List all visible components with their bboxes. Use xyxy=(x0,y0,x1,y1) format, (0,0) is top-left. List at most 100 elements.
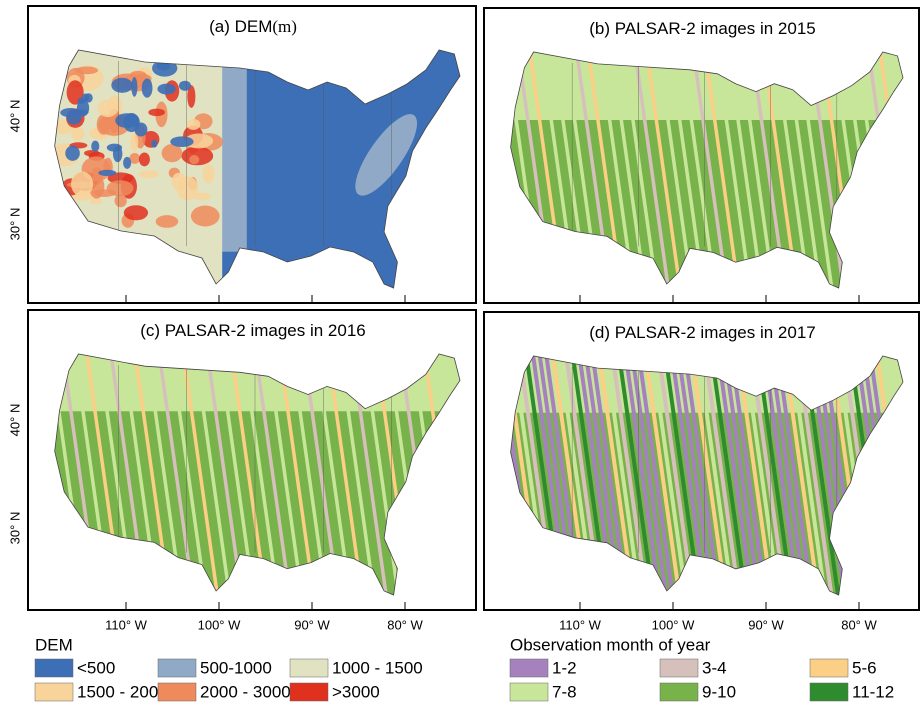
swath xyxy=(660,356,704,595)
outline xyxy=(54,353,461,596)
swath xyxy=(735,52,778,288)
swath xyxy=(190,354,234,595)
legend-label: 1000 - 1500 xyxy=(332,658,423,677)
legend-swatch xyxy=(659,682,699,702)
legend-swatch xyxy=(659,658,699,678)
panel-title: (c) PALSAR-2 images in 2016 xyxy=(140,321,366,340)
relief xyxy=(66,111,82,125)
relief xyxy=(170,136,194,148)
relief xyxy=(123,205,149,221)
relief xyxy=(129,152,141,164)
swath xyxy=(226,354,270,595)
lon-label: 90° W xyxy=(748,617,784,632)
swath xyxy=(653,52,696,288)
relief xyxy=(189,154,200,165)
legend-label: 9-10 xyxy=(702,682,736,701)
legend-title: Observation month of year xyxy=(510,635,711,654)
relief xyxy=(71,126,85,141)
relief xyxy=(134,122,148,137)
relief xyxy=(98,169,117,177)
outline xyxy=(54,49,461,289)
legend-label: 11-12 xyxy=(852,682,894,701)
relief xyxy=(75,66,99,75)
swath xyxy=(620,356,664,595)
legend-label: 5-6 xyxy=(852,658,877,677)
legend-swatch xyxy=(157,682,197,702)
appalachian xyxy=(355,114,418,196)
swath xyxy=(786,356,830,595)
relief xyxy=(131,77,138,97)
swath xyxy=(680,356,724,595)
relief xyxy=(202,164,215,184)
relief xyxy=(176,176,199,201)
outline xyxy=(510,51,904,289)
swath xyxy=(666,356,711,595)
relief xyxy=(90,197,103,205)
swath xyxy=(752,356,797,595)
swath xyxy=(772,356,817,595)
swath xyxy=(178,354,222,595)
swath xyxy=(262,354,307,595)
legend-swatch xyxy=(289,682,329,702)
swath xyxy=(711,52,755,288)
swath xyxy=(700,356,744,595)
lat-label: 40° N xyxy=(7,100,22,133)
panel-title-text: (c) PALSAR-2 images in 2016 xyxy=(140,321,366,340)
legend-label: 1-2 xyxy=(552,658,577,677)
swath xyxy=(583,52,626,288)
swath xyxy=(726,356,770,595)
swath xyxy=(595,52,638,288)
swath xyxy=(618,52,661,288)
legend-swatch xyxy=(809,682,849,702)
panel-title: (b) PALSAR-2 images in 2015 xyxy=(589,19,815,38)
relief xyxy=(114,194,127,208)
swath xyxy=(641,52,685,288)
relief xyxy=(148,108,165,117)
swath xyxy=(238,354,282,595)
swath xyxy=(214,354,258,595)
legend-label: <500 xyxy=(77,658,115,677)
swath xyxy=(781,52,825,288)
relief xyxy=(138,152,150,167)
relief xyxy=(91,140,100,152)
swath xyxy=(653,356,698,595)
swath xyxy=(770,52,813,288)
swath xyxy=(311,354,355,595)
relief xyxy=(106,180,134,197)
lat-label: 30° N xyxy=(7,208,22,241)
swath xyxy=(665,52,708,288)
relief xyxy=(192,192,211,201)
relief xyxy=(97,99,119,118)
swath xyxy=(759,356,803,595)
swath xyxy=(746,356,790,595)
legend-title: DEM xyxy=(35,635,73,654)
relief xyxy=(111,77,133,93)
swath xyxy=(627,356,671,595)
swath xyxy=(250,354,294,595)
relief xyxy=(151,139,158,148)
lat-label: 40° N xyxy=(7,404,22,437)
relief xyxy=(141,78,153,98)
relief xyxy=(115,113,139,128)
swath xyxy=(614,356,658,595)
swath xyxy=(779,356,823,595)
relief xyxy=(155,215,179,228)
swath xyxy=(723,52,766,288)
legend-label: 500-1000 xyxy=(200,658,272,677)
swath xyxy=(587,356,631,595)
legend-swatch xyxy=(809,658,849,678)
swath xyxy=(647,356,691,595)
swath xyxy=(166,354,210,595)
map xyxy=(510,52,903,288)
lon-label: 80° W xyxy=(387,617,423,632)
legend-swatch xyxy=(157,658,197,678)
legend-swatch xyxy=(509,682,549,702)
swath xyxy=(746,52,790,288)
swath xyxy=(676,52,720,288)
swath xyxy=(758,52,802,288)
swath xyxy=(606,52,650,288)
relief xyxy=(190,205,220,227)
swath xyxy=(323,354,367,595)
panel-frame xyxy=(483,7,920,304)
swath xyxy=(633,356,678,595)
